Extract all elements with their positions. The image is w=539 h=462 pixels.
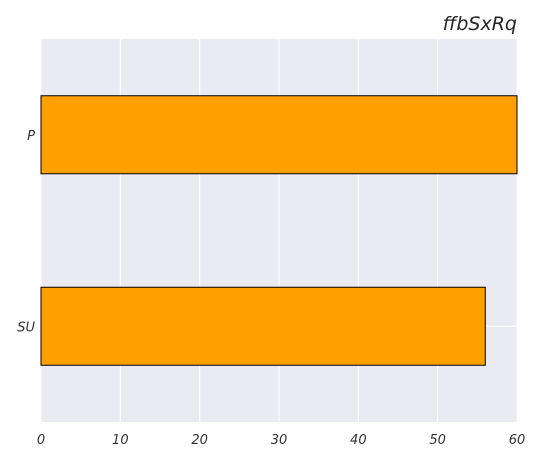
x-tick-label: 30 bbox=[271, 433, 288, 448]
bar-su bbox=[40, 286, 486, 366]
x-tick-label: 40 bbox=[350, 433, 367, 448]
x-tick-label: 10 bbox=[112, 433, 129, 448]
x-tick-label: 50 bbox=[429, 433, 446, 448]
bar-p bbox=[40, 95, 518, 175]
y-tick-labels: P SU bbox=[17, 129, 35, 336]
y-tick-label: SU bbox=[17, 320, 35, 335]
x-tick-labels: 0 10 20 30 40 50 60 bbox=[37, 433, 525, 448]
x-tick-label: 20 bbox=[191, 433, 208, 448]
x-tick-label: 60 bbox=[509, 433, 526, 448]
chart-title: ffbSxRq bbox=[443, 13, 517, 35]
bars bbox=[40, 95, 518, 366]
y-tick-label: P bbox=[27, 129, 35, 144]
x-tick-label: 0 bbox=[37, 433, 45, 448]
